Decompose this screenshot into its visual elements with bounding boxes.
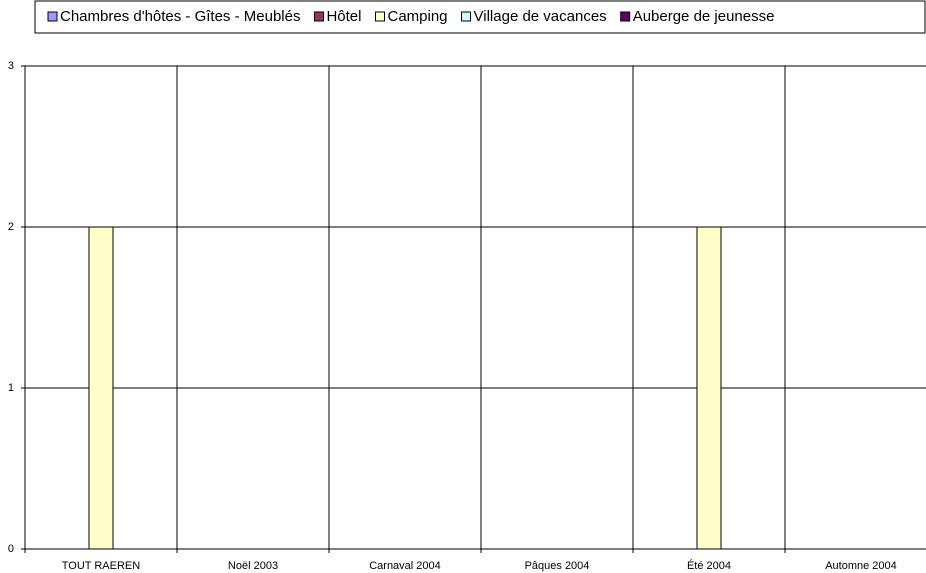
bar [696,226,722,550]
legend-swatch [461,11,472,22]
y-tick-label: 1 [8,382,14,394]
x-tick-label: TOUT RAEREN [62,560,140,572]
legend-label: Chambres d'hôtes - Gîtes - Meublés [60,8,300,25]
x-tick-label: Noël 2003 [228,560,278,572]
x-tick-label: Carnaval 2004 [369,560,441,572]
bar [88,226,114,550]
legend-swatch [313,11,324,22]
x-tick-label: Été 2004 [687,559,731,572]
x-tick-label: Automne 2004 [825,560,897,572]
y-tick-label: 0 [8,543,14,555]
legend-label: Camping [388,8,448,25]
x-tick-label: Pâques 2004 [525,560,590,572]
legend-swatch [620,11,631,22]
legend-box [34,0,926,34]
y-tick-label: 2 [8,221,14,233]
legend-swatch [375,11,385,22]
y-tick-label: 3 [8,60,14,72]
legend-swatch [47,11,58,22]
legend-label: Village de vacances [474,8,607,25]
legend-label: Auberge de jeunesse [633,8,775,25]
legend-label: Hôtel [326,8,361,25]
